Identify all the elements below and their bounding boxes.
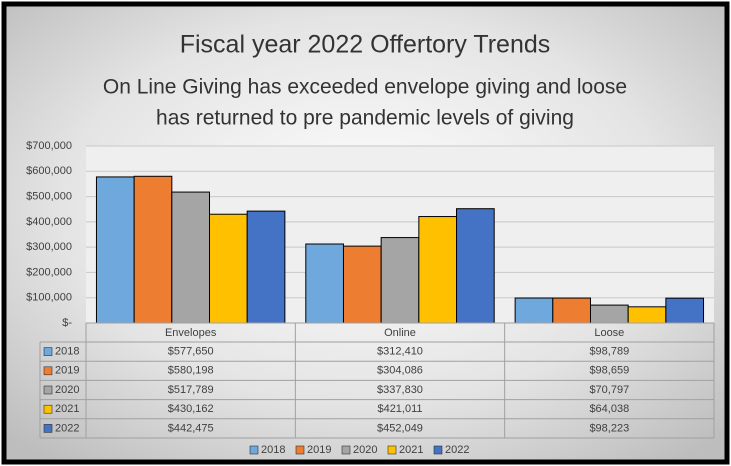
y-tick-label: $400,000 [26, 216, 72, 228]
legend-key [433, 445, 443, 455]
table-value: $452,049 [377, 422, 423, 434]
series-label: 2018 [55, 346, 79, 358]
legend-label: 2020 [353, 444, 377, 456]
series-label: 2021 [55, 403, 79, 415]
table-value: $421,011 [377, 403, 422, 415]
table-value: $337,830 [377, 384, 423, 396]
y-tick-label: $100,000 [26, 292, 72, 304]
legend-label: 2022 [445, 444, 469, 456]
bar [552, 297, 591, 324]
legend-key [43, 404, 53, 414]
table-value: $517,789 [168, 384, 214, 396]
bar [133, 175, 173, 324]
table-value: $430,162 [168, 403, 214, 415]
y-tick-label: $700,000 [26, 140, 72, 152]
table-value: $442,475 [168, 422, 214, 434]
bar [95, 176, 135, 324]
table-value: $312,410 [377, 346, 423, 358]
series-label: 2019 [55, 365, 79, 377]
bar [305, 243, 344, 324]
bar [627, 306, 667, 324]
legend-key [43, 424, 53, 433]
table-value: $98,659 [589, 365, 629, 377]
legend-key [43, 385, 53, 395]
legend-label: 2019 [307, 444, 331, 456]
bar [514, 297, 554, 324]
bar [209, 213, 248, 324]
subtitle: has returned to pre pandemic levels of g… [156, 107, 574, 130]
legend-key [43, 366, 53, 376]
table-value: $304,086 [377, 365, 423, 377]
legend-key [341, 445, 351, 455]
legend-key [249, 445, 259, 455]
table-value: $577,650 [168, 346, 214, 358]
y-tick-label: $500,000 [26, 190, 72, 202]
y-tick-label: $600,000 [26, 165, 72, 177]
bar [418, 216, 458, 324]
bar [589, 304, 629, 324]
chart-title: Fiscal year 2022 Offertory Trends [180, 31, 551, 59]
bar [246, 210, 286, 324]
category-label: Online [384, 327, 416, 339]
y-tick-label: $- [62, 317, 72, 329]
legend-key [295, 445, 305, 455]
y-tick-label: $200,000 [26, 266, 72, 278]
legend-label: 2021 [399, 444, 423, 456]
legend-key [387, 445, 397, 455]
table-value: $98,789 [589, 346, 629, 358]
table-value: $98,223 [589, 422, 629, 434]
bar [342, 245, 382, 324]
bar [171, 191, 211, 324]
table-value: $580,198 [168, 365, 214, 377]
bar [380, 237, 420, 324]
table-value: $70,797 [589, 384, 629, 396]
y-tick-label: $300,000 [26, 241, 72, 253]
series-label: 2022 [55, 422, 79, 434]
category-label: Envelopes [165, 327, 217, 339]
legend-label: 2018 [261, 444, 285, 456]
bar [456, 208, 495, 324]
bar [665, 297, 705, 324]
subtitle: On Line Giving has exceeded envelope giv… [103, 76, 627, 99]
category-label: Loose [594, 327, 624, 339]
legend-key [43, 347, 53, 356]
table-value: $64,038 [589, 403, 629, 415]
series-label: 2020 [55, 384, 79, 396]
